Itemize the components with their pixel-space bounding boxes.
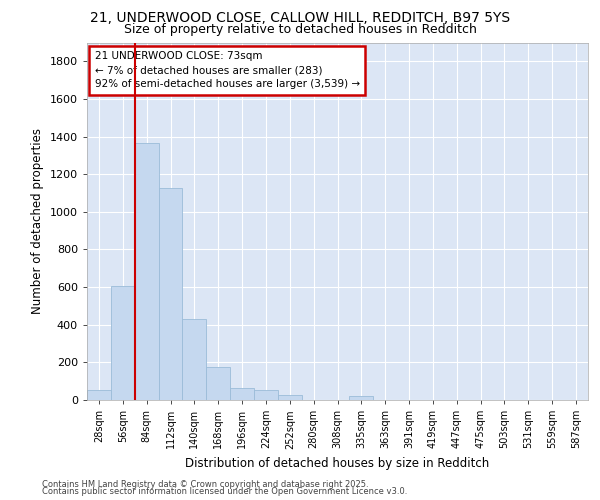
Bar [206,367,230,400]
Bar [349,396,373,400]
X-axis label: Distribution of detached houses by size in Redditch: Distribution of detached houses by size … [185,457,490,470]
Bar [87,390,111,400]
Text: 21, UNDERWOOD CLOSE, CALLOW HILL, REDDITCH, B97 5YS: 21, UNDERWOOD CLOSE, CALLOW HILL, REDDIT… [90,11,510,25]
Text: Contains HM Land Registry data © Crown copyright and database right 2025.: Contains HM Land Registry data © Crown c… [42,480,368,489]
Bar [254,390,278,400]
Bar [182,319,206,400]
Text: Contains public sector information licensed under the Open Government Licence v3: Contains public sector information licen… [42,487,407,496]
Bar [278,396,302,400]
Bar [135,143,158,400]
Text: 21 UNDERWOOD CLOSE: 73sqm
← 7% of detached houses are smaller (283)
92% of semi-: 21 UNDERWOOD CLOSE: 73sqm ← 7% of detach… [95,52,359,90]
Bar [111,286,135,400]
Bar [158,188,182,400]
Bar [230,388,254,400]
Y-axis label: Number of detached properties: Number of detached properties [31,128,44,314]
Text: Size of property relative to detached houses in Redditch: Size of property relative to detached ho… [124,22,476,36]
